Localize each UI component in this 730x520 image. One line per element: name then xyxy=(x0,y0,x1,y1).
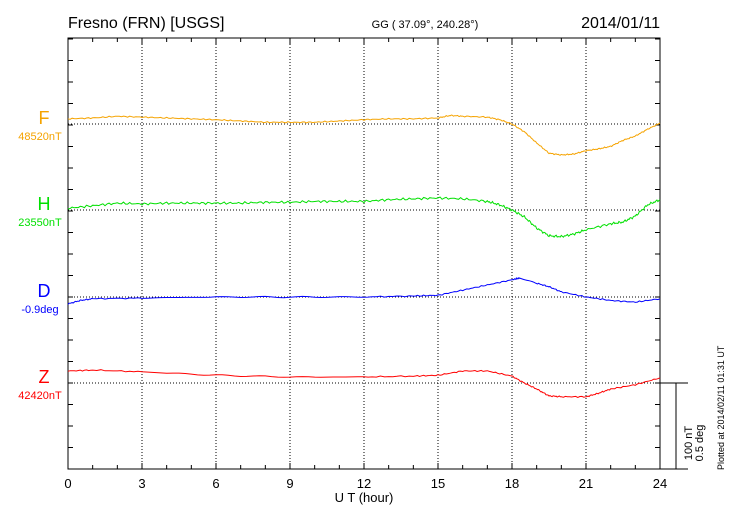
baseline-label-z: 42420nT xyxy=(18,390,62,402)
series-name-h: H xyxy=(38,194,51,214)
x-tick-label: 9 xyxy=(286,476,293,491)
x-tick-label: 0 xyxy=(64,476,71,491)
trace-z xyxy=(67,369,661,398)
x-tick-label: 15 xyxy=(431,476,445,491)
series-name-d: D xyxy=(38,281,51,301)
x-tick-label: 18 xyxy=(505,476,519,491)
series-name-f: F xyxy=(39,108,50,128)
baseline-label-f: 48520nT xyxy=(18,131,62,143)
x-tick-label: 12 xyxy=(357,476,371,491)
series-name-z: Z xyxy=(39,367,50,387)
trace-h xyxy=(67,196,661,238)
x-tick-label: 6 xyxy=(212,476,219,491)
x-tick-label: 24 xyxy=(653,476,667,491)
scale-deg: 0.5 deg xyxy=(694,425,706,462)
x-tick-label: 3 xyxy=(138,476,145,491)
station-title: Fresno (FRN) [USGS] xyxy=(68,15,224,32)
trace-f xyxy=(67,114,661,156)
scale-nt: 100 nT xyxy=(683,426,695,461)
x-tick-label: 21 xyxy=(579,476,593,491)
trace-d xyxy=(67,276,661,305)
baseline-label-d: -0.9deg xyxy=(21,304,58,316)
coords: GG ( 37.09°, 240.28°) xyxy=(372,19,479,31)
plotted-at: Plotted at 2014/02/11 01:31 UT xyxy=(716,345,726,470)
x-axis-label: U T (hour) xyxy=(335,490,394,505)
date: 2014/01/11 xyxy=(581,15,660,32)
baseline-label-h: 23550nT xyxy=(18,217,62,229)
